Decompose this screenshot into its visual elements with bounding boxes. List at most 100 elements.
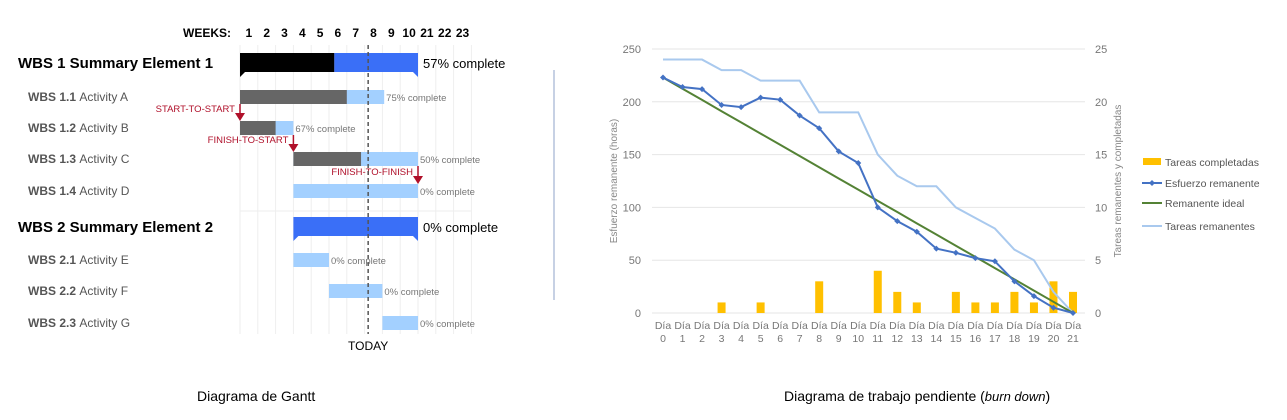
bar-tareas-completadas (815, 281, 824, 313)
bar-tareas-completadas (971, 302, 980, 313)
week-tick: 2 (263, 26, 270, 40)
bar-tareas-completadas (873, 270, 882, 313)
marker-esfuerzo-remanente (757, 94, 764, 101)
activity-bar-remaining (329, 284, 383, 298)
x-tick-word: Día (870, 320, 887, 332)
line-esfuerzo-remanente (662, 76, 1074, 314)
marker-esfuerzo-remanente (718, 101, 725, 108)
x-tick-word: Día (1065, 320, 1082, 332)
activity-name: Activity F (79, 284, 128, 298)
marker-esfuerzo-remanente (952, 249, 959, 256)
x-tick-label: Día 9 (831, 320, 848, 345)
marker-esfuerzo-remanente (816, 125, 823, 132)
y-tick-label: 0 (635, 308, 641, 320)
activity-progress-label: 0% complete (384, 287, 439, 298)
activity-progress-label: 50% complete (420, 155, 480, 166)
x-tick-number: 14 (930, 333, 942, 345)
x-tick-word: Día (889, 320, 906, 332)
x-tick-label: Día 0 (655, 320, 672, 345)
week-tick: 3 (281, 26, 288, 40)
activity-progress-label: 0% complete (420, 187, 475, 198)
y-tick-label: 50 (629, 255, 641, 267)
x-tick-number: 5 (758, 333, 764, 345)
line-tareas-remanentes (663, 58, 1074, 314)
x-tick-label: Día 20 (1045, 320, 1062, 345)
activity-name: Activity B (79, 121, 128, 135)
y2-tick-label: 20 (1095, 97, 1107, 109)
bar-tareas-completadas (1069, 291, 1077, 313)
x-tick-label: Día 2 (694, 320, 711, 345)
x-tick-word: Día (928, 320, 945, 332)
week-tick: 9 (388, 26, 395, 40)
activity-id: WBS 2.2 (28, 284, 79, 298)
marker-esfuerzo-remanente (913, 228, 920, 235)
week-tick: 8 (370, 26, 377, 40)
activity-name: Activity G (79, 316, 130, 330)
x-tick-word: Día (713, 320, 730, 332)
x-tick-number: 8 (816, 333, 822, 345)
week-tick: 6 (335, 26, 342, 40)
activity-name: Activity C (79, 152, 129, 166)
x-tick-word: Día (967, 320, 984, 332)
marker-esfuerzo-remanente (972, 255, 979, 262)
activity-label: WBS 2.2 Activity F (28, 284, 128, 298)
x-tick-word: Día (791, 320, 808, 332)
marker-esfuerzo-remanente (699, 86, 706, 93)
legend-marker (1149, 180, 1155, 186)
legend-label: Tareas remanentes (1165, 221, 1255, 233)
activity-bar-remaining (293, 253, 329, 267)
activity-id: WBS 1.2 (28, 121, 79, 135)
dependency-label: FINISH-TO-START (208, 135, 289, 146)
x-tick-number: 9 (836, 333, 842, 345)
x-tick-word: Día (831, 320, 848, 332)
week-tick: 22 (438, 26, 452, 40)
activity-label: WBS 1.1 Activity A (28, 90, 128, 104)
activity-bar-remaining (382, 316, 418, 330)
marker-esfuerzo-remanente (777, 96, 784, 103)
y-tick-label: 250 (623, 44, 641, 56)
activity-progress-label: 0% complete (331, 256, 386, 267)
x-tick-word: Día (772, 320, 789, 332)
activity-id: WBS 1.4 (28, 184, 79, 198)
burndown-caption-text: Diagrama de trabajo pendiente ( (784, 388, 985, 404)
x-tick-word: Día (948, 320, 965, 332)
x-tick-label: Día 3 (713, 320, 730, 345)
x-tick-number: 6 (777, 333, 783, 345)
x-tick-label: Día 11 (870, 320, 887, 345)
x-tick-label: Día 15 (948, 320, 965, 345)
today-label: TODAY (348, 339, 388, 353)
burndown-caption-suffix: ) (1045, 388, 1051, 404)
bar-tareas-completadas (912, 302, 921, 313)
week-tick: 23 (456, 26, 470, 40)
marker-esfuerzo-remanente (894, 218, 901, 225)
summary-bar-remaining (293, 217, 418, 241)
x-tick-label: Día 10 (850, 320, 867, 345)
x-tick-word: Día (1006, 320, 1023, 332)
gantt-caption: Diagrama de Gantt (197, 388, 315, 404)
marker-esfuerzo-remanente (933, 245, 940, 252)
y-axis-title: Esfuerzo remanente (horas) (609, 119, 620, 244)
x-tick-number: 13 (911, 333, 923, 345)
x-tick-word: Día (1045, 320, 1062, 332)
y2-tick-label: 25 (1095, 44, 1107, 56)
week-tick: 5 (317, 26, 324, 40)
week-tick: 10 (402, 26, 416, 40)
x-tick-number: 20 (1048, 333, 1060, 345)
y-tick-label: 200 (623, 97, 641, 109)
marker-esfuerzo-remanente (1030, 293, 1037, 300)
activity-name: Activity D (79, 184, 129, 198)
y2-tick-label: 10 (1095, 202, 1107, 214)
marker-esfuerzo-remanente (835, 148, 842, 155)
x-tick-word: Día (987, 320, 1004, 332)
activity-id: WBS 2.1 (28, 253, 79, 267)
marker-esfuerzo-remanente (874, 204, 881, 211)
x-tick-number: 4 (738, 333, 744, 345)
x-tick-number: 18 (1009, 333, 1021, 345)
x-tick-label: Día 7 (791, 320, 808, 345)
legend-label: Remanente ideal (1165, 198, 1244, 210)
activity-bar-done (293, 152, 362, 166)
x-tick-word: Día (655, 320, 672, 332)
activity-id: WBS 2.3 (28, 316, 79, 330)
